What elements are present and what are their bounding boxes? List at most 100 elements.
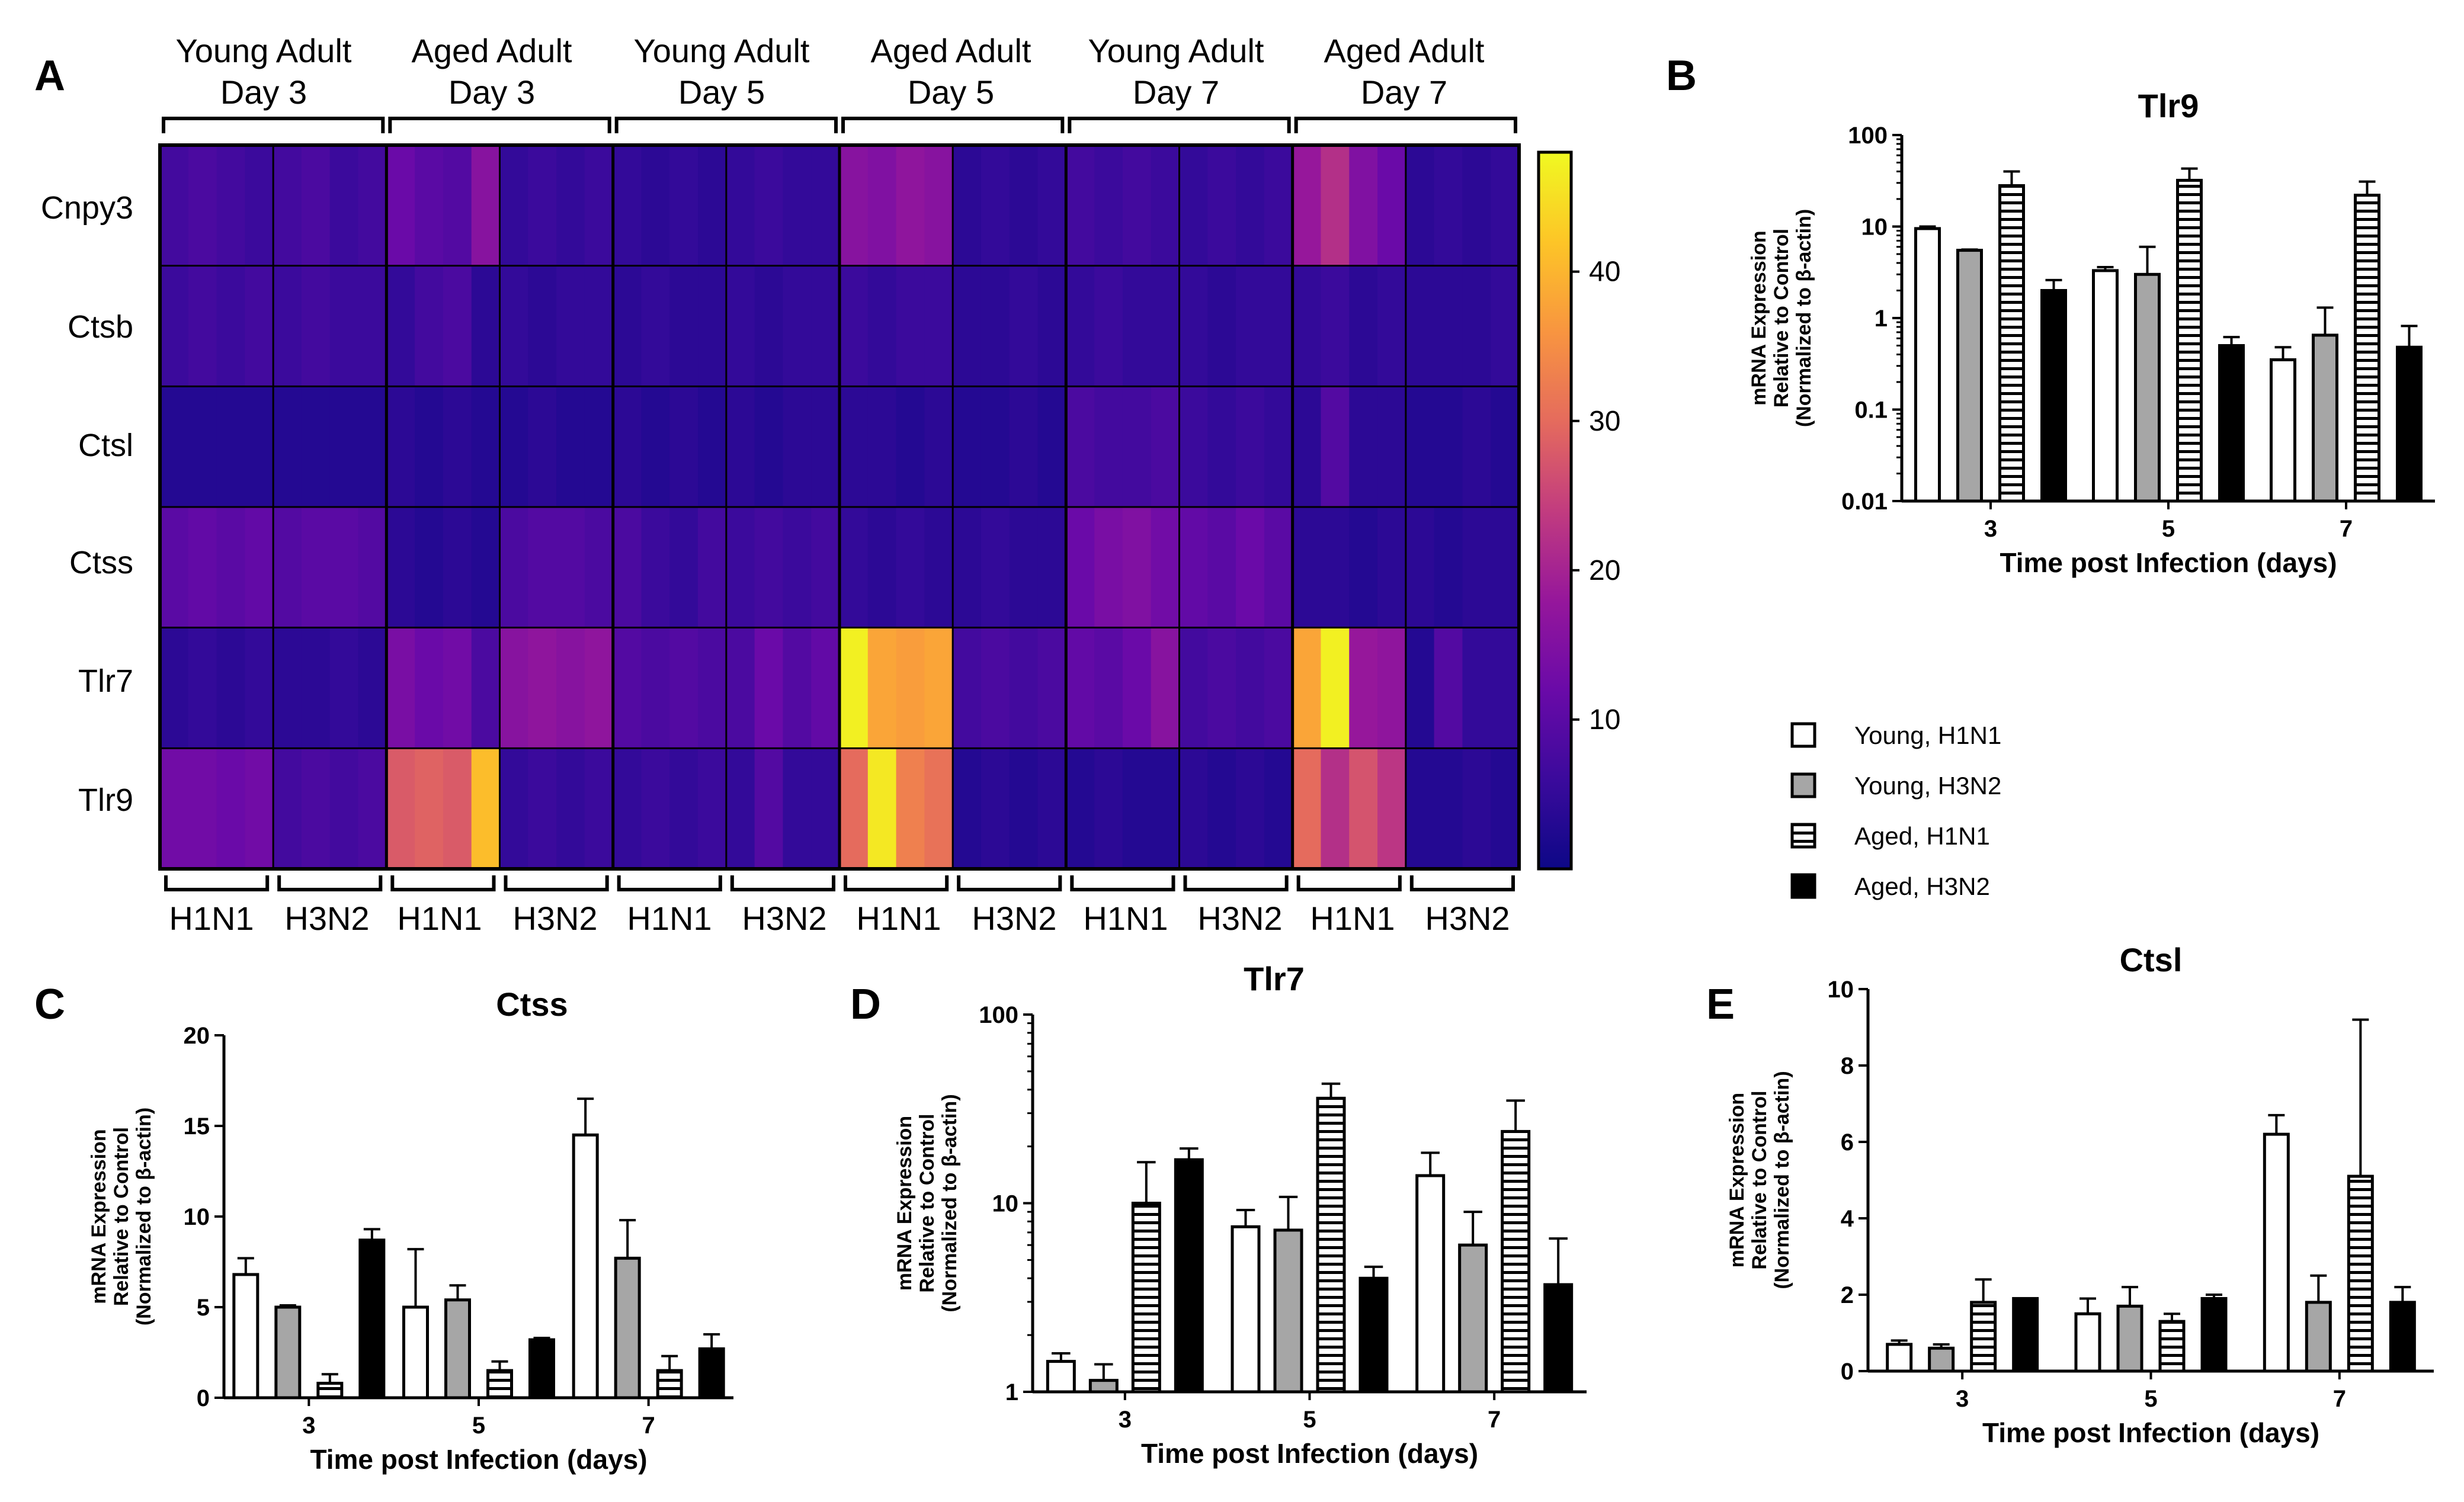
heatmap-cells bbox=[158, 143, 1521, 871]
heatmap-cell-tlr9-8-4 bbox=[1037, 748, 1067, 869]
colorbar-tick-label: 40 bbox=[1589, 256, 1620, 288]
bar-aged-h3n2-day7 bbox=[2389, 1301, 2416, 1373]
heatmap-cell-tlr7-9-3 bbox=[1122, 627, 1152, 749]
bar-chart-ctsl: 0 2 4 6 8 10 3 5 7 Ctsl Time post Infection (days)… bbox=[1726, 941, 2434, 1448]
group-header-5-line1: Young Adult bbox=[1088, 32, 1264, 69]
heatmap-cell-ctsb-4-2 bbox=[528, 265, 557, 387]
heatmap-cell-ctsl-1-1 bbox=[160, 386, 189, 508]
heatmap-cell-ctss-1-2 bbox=[188, 507, 217, 628]
y-axis-label-line: mRNA Expression bbox=[88, 1129, 110, 1304]
heatmap-cell-ctsl-4-1 bbox=[499, 386, 529, 508]
heatmap-cell-ctsl-4-4 bbox=[584, 386, 614, 508]
heatmap-cell-ctsl-3-1 bbox=[386, 386, 415, 508]
heatmap-cell-ctss-1-4 bbox=[245, 507, 274, 628]
y-tick-label: 1 bbox=[1875, 306, 1888, 332]
heatmap-cell-ctsb-5-4 bbox=[698, 265, 727, 387]
heatmap-cell-tlr7-6-2 bbox=[754, 627, 784, 749]
y-tick-label: 0.1 bbox=[1854, 397, 1888, 423]
heatmap-cell-cnpy3-3-1 bbox=[386, 145, 415, 267]
heatmap-cell-cnpy3-2-3 bbox=[329, 145, 359, 267]
legend-label-young-h3n2: Young, H3N2 bbox=[1854, 772, 2001, 800]
heatmap-cell-ctsl-7-3 bbox=[896, 386, 925, 508]
x-axis-label: Time post Infection (days) bbox=[310, 1444, 647, 1475]
heatmap-cell-ctsl-4-2 bbox=[528, 386, 557, 508]
x-tick-label: 7 bbox=[2333, 1386, 2346, 1412]
virus-label-10: H3N2 bbox=[1197, 900, 1282, 937]
virus-bracket-bottom bbox=[1183, 875, 1289, 891]
heatmap-cell-ctsl-1-4 bbox=[245, 386, 274, 508]
heatmap-cell-ctss-7-3 bbox=[896, 507, 925, 628]
bar-young-h1n1-day5 bbox=[2074, 1312, 2101, 1373]
heatmap-cell-tlr7-7-2 bbox=[867, 627, 897, 749]
virus-bracket-bottom bbox=[1296, 875, 1402, 891]
virus-bracket-bottom bbox=[844, 875, 949, 891]
bar-chart-tlr7: 1 10 100 3 5 7 Tlr7 Time post Infection (days) m… bbox=[893, 960, 1587, 1469]
panel-letter-e: E bbox=[1706, 981, 1735, 1028]
heatmap-cell-ctss-9-4 bbox=[1151, 507, 1180, 628]
heatmap-cell-ctsl-12-1 bbox=[1405, 386, 1435, 508]
bar-aged-h3n2-day5 bbox=[2218, 344, 2245, 503]
heatmap-cell-tlr7-7-3 bbox=[896, 627, 925, 749]
heatmap-cell-cnpy3-8-4 bbox=[1037, 145, 1067, 267]
heatmap-cell-cnpy3-10-1 bbox=[1179, 145, 1209, 267]
heatmap-cell-ctsb-6-1 bbox=[726, 265, 755, 387]
group-header-2-line1: Aged Adult bbox=[412, 32, 572, 69]
x-tick-label: 3 bbox=[1119, 1407, 1132, 1433]
heatmap-cell-tlr9-7-4 bbox=[924, 748, 953, 869]
bar-young-h3n2-day7 bbox=[614, 1256, 641, 1400]
x-tick-label: 5 bbox=[2144, 1386, 2157, 1412]
heatmap-cell-ctsb-1-4 bbox=[245, 265, 274, 387]
heatmap-cell-ctsb-1-2 bbox=[188, 265, 217, 387]
heatmap-cell-ctss-5-2 bbox=[641, 507, 671, 628]
heatmap-cell-tlr9-10-3 bbox=[1236, 748, 1265, 869]
virus-bracket-bottom bbox=[390, 875, 496, 891]
heatmap-cell-ctsb-7-1 bbox=[840, 265, 869, 387]
heatmap-cell-cnpy3-11-4 bbox=[1377, 145, 1406, 267]
virus-bracket-bottom bbox=[504, 875, 609, 891]
heatmap-cell-tlr9-10-4 bbox=[1264, 748, 1293, 869]
heatmap-cell-ctss-10-2 bbox=[1207, 507, 1236, 628]
heatmap-cell-cnpy3-10-2 bbox=[1207, 145, 1236, 267]
heatmap-cell-ctss-6-2 bbox=[754, 507, 784, 628]
heatmap-cell-tlr7-12-3 bbox=[1462, 627, 1492, 749]
y-axis-label-line: (Normalized to β-actin) bbox=[938, 1094, 961, 1312]
heatmap-cell-tlr7-12-4 bbox=[1491, 627, 1520, 749]
bar-aged-h3n2-day5 bbox=[528, 1338, 555, 1400]
heatmap-cell-tlr7-1-4 bbox=[245, 627, 274, 749]
legend-swatch-aged-h3n2 bbox=[1790, 873, 1816, 899]
heatmap-cell-ctsl-8-1 bbox=[953, 386, 982, 508]
heatmap-cell-ctss-8-3 bbox=[1009, 507, 1039, 628]
bar-aged-h1n1-day5 bbox=[486, 1369, 513, 1400]
heatmap-cell-tlr9-5-1 bbox=[613, 748, 642, 869]
virus-bracket-bottom bbox=[1409, 875, 1515, 891]
heatmap-cell-tlr7-4-4 bbox=[584, 627, 614, 749]
heatmap-cell-ctsl-11-4 bbox=[1377, 386, 1406, 508]
heatmap-cell-ctsb-8-3 bbox=[1009, 265, 1039, 387]
x-tick-label: 3 bbox=[302, 1413, 315, 1439]
virus-bracket-bottom bbox=[1070, 875, 1175, 891]
heatmap-cell-ctsb-4-3 bbox=[556, 265, 585, 387]
heatmap-cell-ctsl-2-3 bbox=[329, 386, 359, 508]
heatmap-cell-cnpy3-5-3 bbox=[669, 145, 698, 267]
heatmap-cell-ctss-10-1 bbox=[1179, 507, 1209, 628]
y-tick-label: 100 bbox=[1848, 123, 1888, 149]
x-tick-label: 5 bbox=[1303, 1407, 1316, 1433]
heatmap-cell-ctsb-9-1 bbox=[1066, 265, 1095, 387]
heatmap-cell-tlr7-8-3 bbox=[1009, 627, 1039, 749]
heatmap-cell-ctss-7-4 bbox=[924, 507, 953, 628]
heatmap-cell-ctsb-11-2 bbox=[1321, 265, 1350, 387]
heatmap-cell-ctsl-3-3 bbox=[443, 386, 472, 508]
chart-title: Tlr7 bbox=[1244, 960, 1305, 997]
heatmap-panel: Young Adult Day 3 Aged Adult Day 3 Young… bbox=[41, 32, 1620, 937]
heatmap-cell-ctsb-12-1 bbox=[1405, 265, 1435, 387]
heatmap-cell-ctsl-7-1 bbox=[840, 386, 869, 508]
bar-young-h1n1-day7 bbox=[2263, 1132, 2290, 1373]
heatmap-cell-tlr9-8-2 bbox=[981, 748, 1010, 869]
bar-chart-tlr9: 0.01 0.1 1 10 100 3 5 7 Tlr9 Time post Infection … bbox=[1748, 87, 2435, 578]
legend-swatch-aged-h1n1 bbox=[1790, 823, 1816, 849]
heatmap-cell-ctss-3-1 bbox=[386, 507, 415, 628]
heatmap-cell-ctsl-9-3 bbox=[1122, 386, 1152, 508]
heatmap-cell-ctss-1-1 bbox=[160, 507, 189, 628]
virus-bracket-bottom bbox=[730, 875, 835, 891]
heatmap-cell-tlr9-11-4 bbox=[1377, 748, 1406, 869]
